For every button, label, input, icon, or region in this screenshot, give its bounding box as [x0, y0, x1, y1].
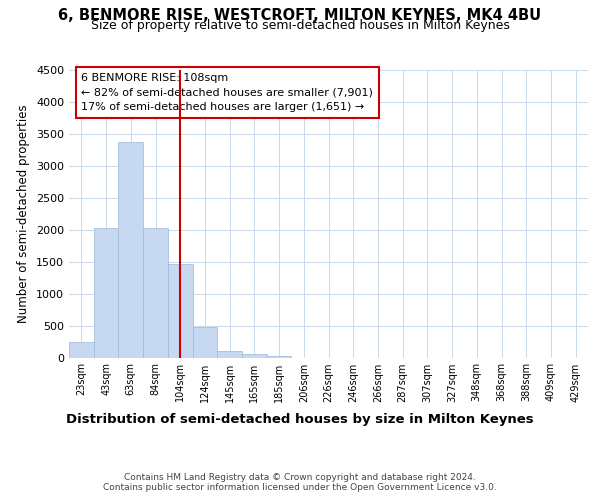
- Bar: [118, 142, 143, 358]
- Bar: [193, 327, 217, 358]
- Bar: [242, 354, 267, 358]
- Text: 6, BENMORE RISE, WESTCROFT, MILTON KEYNES, MK4 4BU: 6, BENMORE RISE, WESTCROFT, MILTON KEYNE…: [58, 8, 542, 22]
- Text: Size of property relative to semi-detached houses in Milton Keynes: Size of property relative to semi-detach…: [91, 18, 509, 32]
- Bar: [267, 356, 292, 358]
- Y-axis label: Number of semi-detached properties: Number of semi-detached properties: [17, 104, 31, 323]
- Text: 6 BENMORE RISE: 108sqm
← 82% of semi-detached houses are smaller (7,901)
17% of : 6 BENMORE RISE: 108sqm ← 82% of semi-det…: [82, 73, 373, 112]
- Text: Contains HM Land Registry data © Crown copyright and database right 2024.
Contai: Contains HM Land Registry data © Crown c…: [103, 472, 497, 492]
- Bar: [217, 351, 242, 358]
- Bar: [143, 228, 168, 358]
- Bar: [94, 228, 118, 358]
- Bar: [168, 264, 193, 358]
- Text: Distribution of semi-detached houses by size in Milton Keynes: Distribution of semi-detached houses by …: [66, 412, 534, 426]
- Bar: [69, 342, 94, 357]
